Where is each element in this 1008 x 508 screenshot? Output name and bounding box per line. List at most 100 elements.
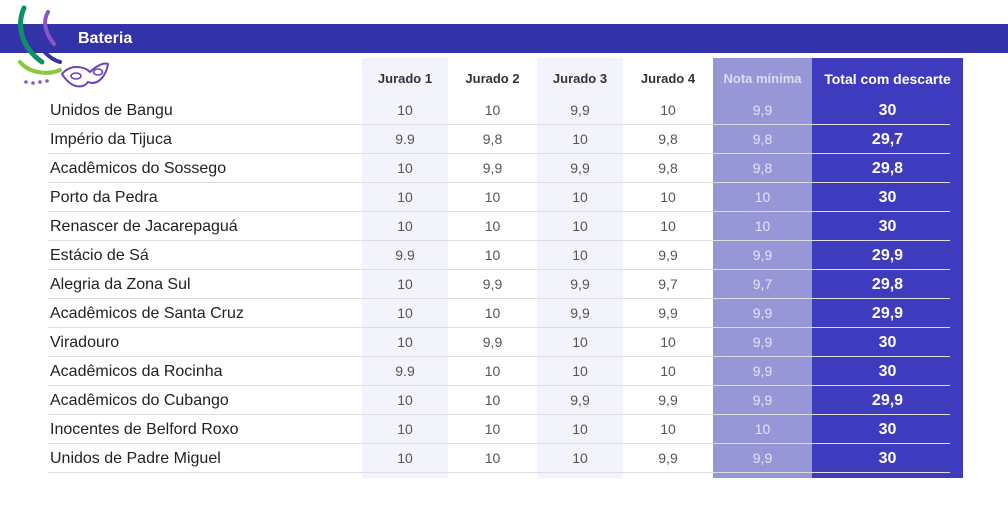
jurado-1-score: 10 <box>397 421 413 437</box>
jurado-4-score: 10 <box>660 189 676 205</box>
row-divider <box>48 356 950 357</box>
jurado-3-score: 9,9 <box>570 102 590 118</box>
total-score: 30 <box>878 334 897 351</box>
nota-minima-score: 10 <box>754 189 771 205</box>
header-jurado-3: Jurado 3 <box>552 71 608 86</box>
jurado-2-score: 10 <box>484 421 501 437</box>
jurado-3-score: 10 <box>572 421 588 437</box>
jurado-2-score: 9,9 <box>482 276 503 292</box>
total-column <box>812 58 963 478</box>
jurado-2-score: 10 <box>484 363 501 379</box>
table-row: Estácio de Sá 9.9 10 10 9,9 9,9 29,9 <box>48 241 950 270</box>
jurado-3-score: 10 <box>572 131 588 147</box>
jurado-3-score: 10 <box>572 247 588 263</box>
jurado-2-score: 9,8 <box>482 131 503 147</box>
jurado-3-score: 10 <box>572 189 588 205</box>
table-row: Porto da Pedra 10 10 10 10 10 30 <box>48 183 950 212</box>
row-divider <box>48 414 950 415</box>
nota-minima-score: 9,9 <box>752 102 773 118</box>
jurado-4-score: 10 <box>660 334 676 350</box>
nota-minima-score: 9,8 <box>752 131 773 147</box>
table-row: Acadêmicos de Santa Cruz 10 10 9,9 9,9 9,9 29,… <box>48 299 950 328</box>
nota-minima-score: 10 <box>754 421 771 437</box>
jurado-4-score: 9,7 <box>658 276 678 292</box>
jurado-4-score: 9,8 <box>658 131 678 147</box>
carnival-streamers-icon <box>18 5 62 85</box>
team-name: Acadêmicos da Rocinha <box>50 363 223 380</box>
table-row: Império da Tijuca 9.9 9,8 10 9,8 9,8 29,7 <box>48 125 950 154</box>
header-jurado-2: Jurado 2 <box>465 71 520 86</box>
team-name: Renascer de Jacarepaguá <box>50 218 238 235</box>
page-title: Bateria <box>78 30 133 47</box>
total-score: 29,8 <box>871 276 904 293</box>
jurado-3-score: 9,9 <box>570 160 590 176</box>
row-divider <box>48 443 950 444</box>
table-row: Alegria da Zona Sul 10 9,9 9,9 9,7 9,7 29,8 <box>48 270 950 299</box>
jurado-2-score: 9,9 <box>482 160 503 176</box>
row-divider <box>48 472 950 473</box>
jurado-2-score: 10 <box>484 218 501 234</box>
jurado-4-score: 10 <box>660 218 676 234</box>
jurado-4-score: 9,9 <box>658 305 678 321</box>
team-name: Alegria da Zona Sul <box>50 276 191 293</box>
jurado-2-score: 9,9 <box>482 334 503 350</box>
jurado-1-score: 10 <box>397 218 413 234</box>
table-row: Inocentes de Belford Roxo 10 10 10 10 10 30 <box>48 415 950 444</box>
jurado-3-score: 10 <box>572 363 588 379</box>
nota-minima-column <box>713 58 812 478</box>
team-name: Estácio de Sá <box>50 247 149 264</box>
jurado-3-score: 9,9 <box>570 392 590 408</box>
total-score: 29,7 <box>871 131 904 148</box>
header-jurado-4: Jurado 4 <box>640 71 696 86</box>
team-name: Acadêmicos de Santa Cruz <box>50 305 244 322</box>
table-row: Viradouro 10 9,9 10 10 9,9 30 <box>48 328 950 357</box>
nota-minima-score: 10 <box>754 218 771 234</box>
jurado-1-score: 10 <box>397 305 413 321</box>
total-score: 30 <box>878 450 897 467</box>
total-score: 29,9 <box>871 305 904 322</box>
nota-minima-score: 9,9 <box>752 363 773 379</box>
jurado-1-score: 10 <box>397 392 413 408</box>
team-name: Unidos de Bangu <box>50 102 173 119</box>
row-divider <box>48 385 950 386</box>
jurado-2-score: 10 <box>484 392 501 408</box>
total-score: 30 <box>878 218 897 235</box>
jurado-3-score: 10 <box>572 334 588 350</box>
nota-minima-score: 9,9 <box>752 392 773 408</box>
jurado-4-score: 9,9 <box>658 392 678 408</box>
jurado-3-score: 10 <box>572 218 588 234</box>
nota-minima-score: 9,9 <box>752 305 773 321</box>
jurado-4-score: 9,8 <box>658 160 678 176</box>
jurado-1-score: 10 <box>397 334 413 350</box>
header-nota-minima: Nota mínima <box>723 71 802 86</box>
team-name: Unidos de Padre Miguel <box>50 450 221 467</box>
jurado1-column-stripe <box>362 58 448 478</box>
table-row: Renascer de Jacarepaguá 10 10 10 10 10 30 <box>48 212 950 241</box>
jurado-1-score: 10 <box>397 276 413 292</box>
nota-minima-score: 9,7 <box>752 276 773 292</box>
table-row: Acadêmicos da Rocinha 9.9 10 10 10 9,9 30 <box>48 357 950 386</box>
nota-minima-score: 9,9 <box>752 334 773 350</box>
jurado-1-score: 10 <box>397 102 413 118</box>
row-divider <box>48 182 950 183</box>
jurado-2-score: 10 <box>484 305 501 321</box>
jurado-1-score: 9.9 <box>395 247 415 263</box>
table-row: Unidos de Padre Miguel 10 10 10 9,9 9,9 30 <box>48 444 950 473</box>
total-score: 29,9 <box>871 392 904 409</box>
jurado-4-score: 10 <box>660 102 676 118</box>
team-name: Império da Tijuca <box>50 131 172 148</box>
total-score: 29,8 <box>871 160 904 177</box>
jurado-1-score: 10 <box>397 189 413 205</box>
total-score: 30 <box>878 421 897 438</box>
row-divider <box>48 298 950 299</box>
jurado-1-score: 10 <box>397 450 413 466</box>
jurado-1-score: 9.9 <box>395 363 415 379</box>
table-row: Unidos de Bangu 10 10 9,9 10 9,9 30 <box>48 96 950 125</box>
jurado-3-score: 9,9 <box>570 276 590 292</box>
jurado-3-score: 10 <box>572 450 588 466</box>
title-banner: Bateria <box>0 24 1008 53</box>
row-divider <box>48 211 950 212</box>
jurado-1-score: 10 <box>397 160 413 176</box>
team-name: Porto da Pedra <box>50 189 158 206</box>
team-name: Inocentes de Belford Roxo <box>50 421 239 438</box>
